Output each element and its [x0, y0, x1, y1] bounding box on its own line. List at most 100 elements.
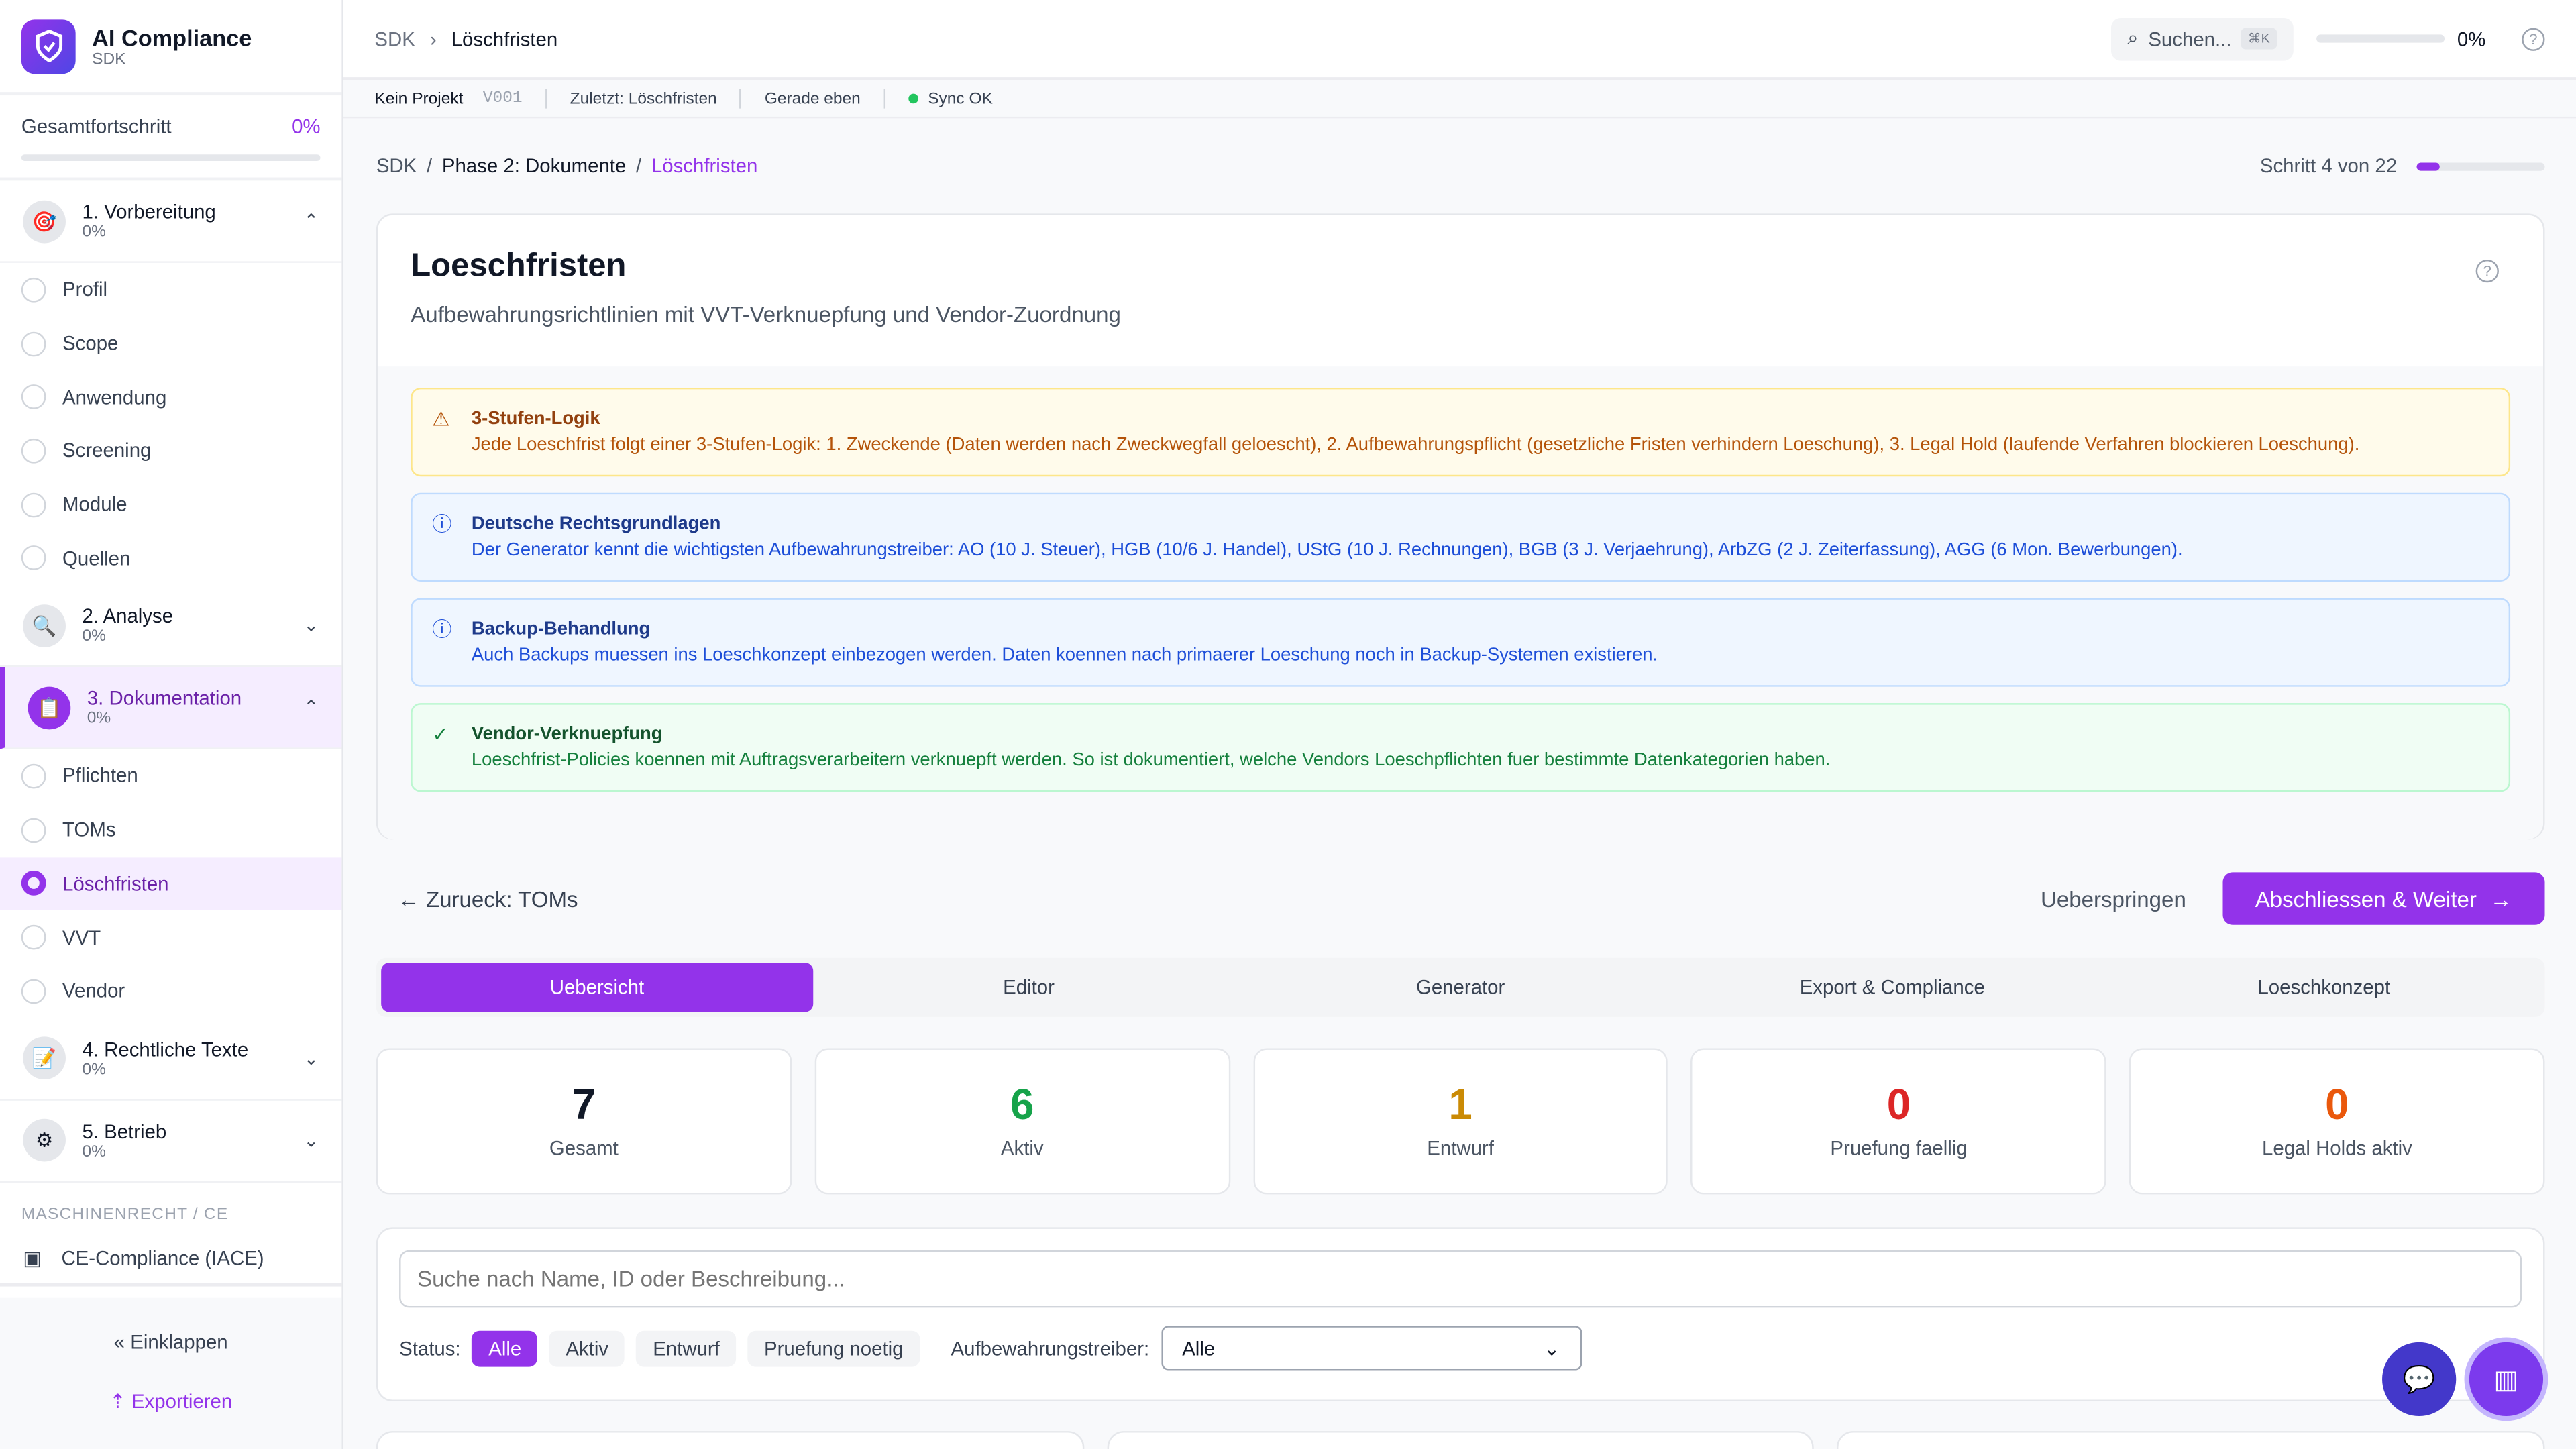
gear-icon: ⚙ [23, 1118, 66, 1162]
chip-alle[interactable]: Alle [472, 1330, 538, 1366]
chevron-down-icon[interactable]: ⌄ [303, 616, 319, 637]
phase-pct: 0% [87, 710, 111, 729]
phase-dokumentation[interactable]: 📋 3. Dokumentation 0% ⌃ [0, 667, 342, 750]
step-pflichten[interactable]: Pflichten [0, 749, 341, 803]
step-vvt[interactable]: VVT [0, 910, 341, 964]
step-label: Quellen [62, 546, 131, 570]
tab-generator[interactable]: Generator [1415, 975, 1505, 999]
search-button[interactable]: ⌕ Suchen... ⌘K [2110, 17, 2293, 60]
chevron-up-icon[interactable]: ⌃ [303, 211, 319, 232]
ce-compliance-link[interactable]: ▣ CE-Compliance (IACE) [0, 1233, 342, 1286]
alert-text: Jede Loeschfrist folgt einer 3-Stufen-Lo… [471, 435, 2360, 455]
help-icon[interactable]: ? [2522, 27, 2545, 50]
crumb-sdk[interactable]: SDK [376, 154, 417, 178]
panel-button[interactable]: ▥ [2469, 1342, 2544, 1417]
tab-editor[interactable]: Editor [1003, 975, 1055, 999]
phase-title: 2. Analyse [82, 604, 174, 628]
driver-select[interactable]: Alle ⌄ [1161, 1326, 1582, 1371]
step-label: Screening [62, 439, 152, 463]
stat-card: 7 Gesamt [376, 1048, 792, 1195]
page-title: Loeschfristen [411, 248, 627, 284]
step-label: TOMs [62, 818, 116, 842]
step-screening[interactable]: Screening [0, 424, 341, 478]
policy-card[interactable] [1837, 1431, 2545, 1449]
complete-next-button[interactable]: Abschliessen & Weiter → [2222, 872, 2545, 925]
step-progress-bar [2416, 162, 2545, 170]
search-input[interactable] [399, 1250, 2522, 1308]
back-button[interactable]: ← Zurueck: TOMs [398, 886, 578, 911]
policy-card[interactable] [376, 1431, 1084, 1449]
help-icon[interactable]: ? [2475, 259, 2499, 283]
phase-betrieb[interactable]: ⚙ 5. Betrieb 0% ⌄ [0, 1100, 342, 1183]
phase-pct: 0% [82, 1142, 106, 1161]
stat-value: 7 [572, 1079, 596, 1129]
tab-export[interactable]: Export & Compliance [1799, 975, 1985, 999]
upload-icon: ⇡ [109, 1389, 126, 1413]
info-icon: ⓘ [432, 513, 452, 536]
chevron-down-icon[interactable]: ⌄ [303, 1049, 319, 1069]
phase-title: 1. Vorbereitung [82, 200, 216, 224]
project-label: Kein Projekt [374, 89, 464, 108]
export-button[interactable]: ⇡ Exportieren [0, 1390, 341, 1413]
pencil-icon: 📝 [23, 1036, 66, 1080]
step-label: VVT [62, 926, 101, 949]
version-label: V001 [482, 89, 523, 108]
double-chevron-left-icon: « [113, 1330, 125, 1354]
stat-card: 0 Pruefung faellig [1690, 1048, 2107, 1195]
stat-value: 6 [1010, 1079, 1034, 1129]
step-quellen[interactable]: Quellen [0, 531, 341, 585]
step-vendor[interactable]: Vendor [0, 964, 341, 1018]
alert-text: Loeschfrist-Policies koennen mit Auftrag… [471, 751, 1831, 771]
chat-icon: 💬 [2402, 1366, 2436, 1394]
collapse-button[interactable]: « Einklappen [0, 1331, 341, 1354]
last-step: Zuletzt: Löschfristen [570, 89, 717, 108]
step-profil[interactable]: Profil [0, 263, 341, 317]
chevron-down-icon: ⌄ [1543, 1336, 1560, 1360]
crumb-phase[interactable]: Phase 2: Dokumente [441, 154, 627, 178]
info-card: Loeschfristen Aufbewahrungsrichtlinien m… [376, 213, 2545, 840]
progress-bar [21, 154, 321, 162]
chevron-up-icon[interactable]: ⌃ [303, 698, 319, 718]
stats-row: 7 Gesamt 6 Aktiv 1 Entwurf 0 Pruefung faellig 0 L… [376, 1048, 2545, 1195]
step-anwendung[interactable]: Anwendung [0, 370, 341, 424]
alert-3-stufen: ⚠ 3-Stufen-Logik Jede Loeschfrist folgt ei… [411, 387, 2511, 477]
chevron-down-icon[interactable]: ⌄ [303, 1131, 319, 1151]
chevron-right-icon: › [429, 27, 437, 50]
step-toms[interactable]: TOMs [0, 803, 341, 857]
stat-label: Gesamt [549, 1136, 619, 1160]
skip-button[interactable]: Ueberspringen [2040, 886, 2186, 911]
step-loeschfristen[interactable]: Löschfristen [0, 857, 342, 911]
chip-pruefung[interactable]: Pruefung noetig [747, 1330, 920, 1366]
app-title: AI Compliance [92, 23, 252, 50]
chat-button[interactable]: 💬 [2382, 1342, 2457, 1417]
alert-text: Der Generator kennt die wichtigsten Aufb… [471, 540, 2183, 561]
driver-value: Alle [1182, 1336, 1216, 1360]
tab-loeschkonzept[interactable]: Loeschkonzept [2257, 975, 2391, 999]
warning-icon: ⚠ [432, 407, 450, 431]
stat-label: Aktiv [1000, 1136, 1044, 1160]
alert-title: 3-Stufen-Logik [471, 409, 600, 429]
step-label: Löschfristen [62, 872, 169, 896]
phase-vorbereitung[interactable]: 🎯 1. Vorbereitung 0% ⌃ [0, 180, 342, 263]
phase-rechtliche-texte[interactable]: 📝 4. Rechtliche Texte 0% ⌄ [0, 1018, 342, 1100]
chip-entwurf[interactable]: Entwurf [636, 1330, 737, 1366]
chip-aktiv[interactable]: Aktiv [549, 1330, 625, 1366]
phase-analyse[interactable]: 🔍 2. Analyse 0% ⌄ [0, 585, 342, 667]
topbar: SDK › Löschfristen ⌕ Suchen... ⌘K 0% ? [343, 0, 2576, 81]
filter-card: Status: Alle Aktiv Entwurf Pruefung noet… [376, 1227, 2545, 1401]
step-module[interactable]: Module [0, 478, 341, 531]
clipboard-icon: 📋 [28, 686, 71, 729]
step-label: Scope [62, 331, 119, 356]
save-time: Gerade eben [764, 89, 861, 108]
top-crumb-root[interactable]: SDK [374, 27, 415, 50]
status-bar: Kein Projekt V001 Zuletzt: Löschfristen … [343, 80, 2576, 119]
phase-pct: 0% [82, 223, 106, 242]
sync-status: Sync OK [928, 89, 993, 108]
tab-uebersicht[interactable]: Uebersicht [381, 963, 813, 1012]
app-logo: AI Compliance SDK [0, 0, 342, 96]
app-subtitle: SDK [92, 50, 126, 68]
shield-icon [21, 19, 76, 73]
policy-card[interactable] [1106, 1431, 1815, 1449]
step-scope[interactable]: Scope [0, 317, 341, 370]
main-content: SDK / Phase 2: Dokumente / Löschfristen Sc… [376, 118, 2545, 1449]
